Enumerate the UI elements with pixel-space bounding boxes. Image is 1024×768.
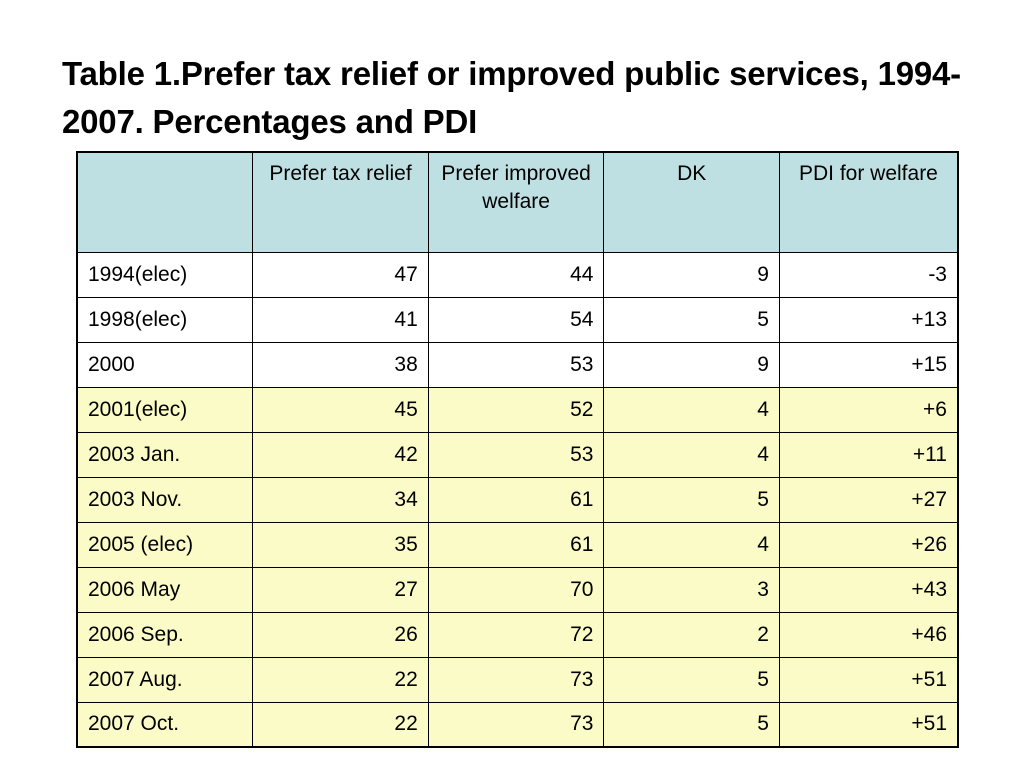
cell-pdi: +13: [778, 296, 959, 343]
header-cell-tax-relief: Prefer tax relief: [252, 151, 429, 253]
cell-improved-welfare: 53: [427, 341, 605, 388]
cell-tax-relief: 38: [252, 341, 429, 388]
cell-tax-relief: 42: [252, 431, 429, 478]
header-row: Prefer tax relief Prefer improved welfar…: [76, 151, 959, 253]
cell-pdi: +26: [778, 521, 959, 568]
cell-tax-relief: 45: [252, 386, 429, 433]
cell-tax-relief: 27: [252, 566, 429, 613]
table-row: 2007 Oct. 22 73 5 +51: [76, 701, 959, 748]
header-cell-dk: DK: [603, 151, 780, 253]
cell-dk: 4: [603, 521, 780, 568]
table-row: 2007 Aug. 22 73 5 +51: [76, 656, 959, 703]
results-table: Prefer tax relief Prefer improved welfar…: [76, 151, 959, 748]
cell-improved-welfare: 72: [427, 611, 605, 658]
cell-tax-relief: 41: [252, 296, 429, 343]
header-cell-improved-welfare: Prefer improved welfare: [427, 151, 605, 253]
cell-period: 1994(elec): [76, 251, 254, 298]
cell-improved-welfare: 53: [427, 431, 605, 478]
cell-tax-relief: 47: [252, 251, 429, 298]
cell-period: 1998(elec): [76, 296, 254, 343]
cell-period: 2003 Jan.: [76, 431, 254, 478]
table-row: 2006 May 27 70 3 +43: [76, 566, 959, 613]
cell-improved-welfare: 61: [427, 476, 605, 523]
table-row: 2001(elec) 45 52 4 +6: [76, 386, 959, 433]
cell-dk: 4: [603, 386, 780, 433]
cell-period: 2007 Oct.: [76, 701, 254, 748]
cell-dk: 3: [603, 566, 780, 613]
cell-pdi: +27: [778, 476, 959, 523]
cell-pdi: +51: [778, 656, 959, 703]
slide-title: Table 1.Prefer tax relief or improved pu…: [62, 55, 961, 140]
cell-pdi: +11: [778, 431, 959, 478]
cell-period: 2006 Sep.: [76, 611, 254, 658]
cell-period: 2006 May: [76, 566, 254, 613]
cell-tax-relief: 35: [252, 521, 429, 568]
table-row: 2006 Sep. 26 72 2 +46: [76, 611, 959, 658]
cell-improved-welfare: 52: [427, 386, 605, 433]
table-row: 2000 38 53 9 +15: [76, 341, 959, 388]
cell-pdi: +15: [778, 341, 959, 388]
cell-dk: 2: [603, 611, 780, 658]
cell-tax-relief: 26: [252, 611, 429, 658]
header-cell-pdi: PDI for welfare: [778, 151, 959, 253]
header-cell-period: [76, 151, 254, 253]
table-row: 2003 Nov. 34 61 5 +27: [76, 476, 959, 523]
cell-dk: 4: [603, 431, 780, 478]
cell-dk: 5: [603, 296, 780, 343]
cell-tax-relief: 22: [252, 701, 429, 748]
cell-improved-welfare: 44: [427, 251, 605, 298]
cell-improved-welfare: 73: [427, 656, 605, 703]
cell-pdi: +51: [778, 701, 959, 748]
cell-improved-welfare: 70: [427, 566, 605, 613]
cell-dk: 9: [603, 251, 780, 298]
cell-tax-relief: 22: [252, 656, 429, 703]
cell-pdi: -3: [778, 251, 959, 298]
table-body: 1994(elec) 47 44 9 -3 1998(elec) 41 54 5 +13 2000 3…: [76, 251, 959, 748]
cell-improved-welfare: 73: [427, 701, 605, 748]
cell-tax-relief: 34: [252, 476, 429, 523]
cell-improved-welfare: 61: [427, 521, 605, 568]
cell-period: 2003 Nov.: [76, 476, 254, 523]
cell-dk: 5: [603, 476, 780, 523]
cell-dk: 5: [603, 656, 780, 703]
cell-pdi: +46: [778, 611, 959, 658]
cell-period: 2007 Aug.: [76, 656, 254, 703]
cell-dk: 9: [603, 341, 780, 388]
cell-pdi: +43: [778, 566, 959, 613]
cell-dk: 5: [603, 701, 780, 748]
table-header: Prefer tax relief Prefer improved welfar…: [76, 151, 959, 253]
cell-improved-welfare: 54: [427, 296, 605, 343]
table-row: 1994(elec) 47 44 9 -3: [76, 251, 959, 298]
table-row: 2005 (elec) 35 61 4 +26: [76, 521, 959, 568]
table-row: 2003 Jan. 42 53 4 +11: [76, 431, 959, 478]
cell-period: 2000: [76, 341, 254, 388]
cell-period: 2001(elec): [76, 386, 254, 433]
cell-pdi: +6: [778, 386, 959, 433]
table-row: 1998(elec) 41 54 5 +13: [76, 296, 959, 343]
cell-period: 2005 (elec): [76, 521, 254, 568]
